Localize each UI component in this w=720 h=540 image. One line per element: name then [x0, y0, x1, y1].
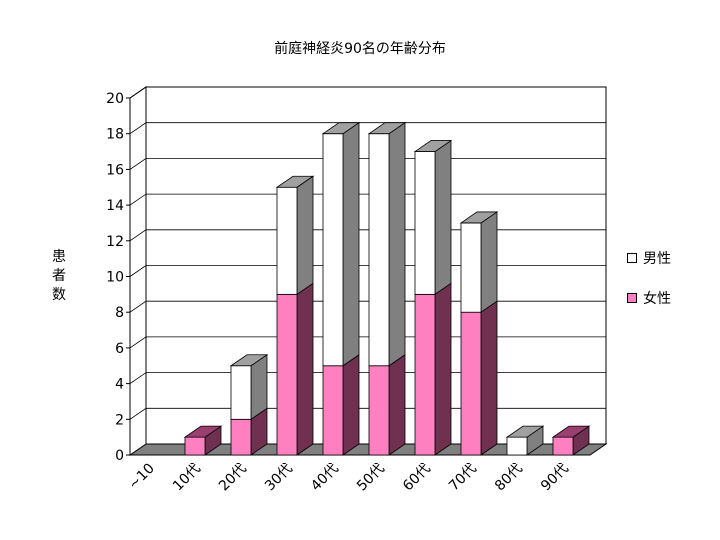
bar-30代-s1	[276, 186, 298, 295]
gridline	[129, 122, 606, 135]
bar-side-50代-s0	[388, 353, 406, 456]
bar-60代-s1	[414, 151, 436, 295]
bar-side-60代-s0	[434, 282, 452, 456]
bar-top-50代	[367, 122, 407, 135]
x-tick-label: 40代	[308, 461, 342, 495]
bar-side-60代-s1	[434, 139, 452, 296]
bar-top-60代	[413, 140, 453, 152]
bar-top-80代	[505, 425, 545, 438]
legend-item-female: 女性	[627, 288, 671, 308]
gridline	[129, 407, 606, 420]
x-tick-label: 50代	[354, 461, 388, 495]
bar-10代-s0	[184, 436, 206, 456]
bar-side-70代-s0	[480, 300, 498, 456]
legend-label-male: 男性	[643, 251, 671, 267]
gridline	[129, 193, 606, 206]
x-tick-label: 20代	[216, 461, 250, 495]
bar-side-40代-s0	[342, 353, 360, 456]
y-tick-label: 18	[106, 127, 124, 143]
gridline	[129, 372, 606, 384]
bar-top-90代	[551, 425, 591, 438]
legend: 男性 女性	[627, 248, 671, 328]
bar-80代-s1	[506, 436, 528, 456]
gridline	[129, 229, 606, 242]
bar-top-30代	[275, 175, 315, 188]
x-tick-label: 80代	[492, 461, 526, 495]
legend-label-female: 女性	[643, 291, 671, 307]
x-axis-ticks: ~10 10代 20代 30代 40代 50代 60代 70代 80代 90代	[126, 461, 572, 495]
bar-side-40代-s1	[342, 121, 360, 367]
bar-70代-s1	[460, 222, 482, 313]
legend-item-male: 男性	[627, 248, 671, 268]
bar-side-30代-s1	[296, 175, 314, 296]
bar-70代-s0	[460, 311, 482, 456]
x-tick-label: ~10	[126, 461, 158, 493]
y-axis-ticks: 0 2 4 6 8 10 12 14 16 18 20	[106, 91, 131, 464]
y-tick-label: 16	[106, 162, 124, 178]
legend-swatch-male	[627, 253, 637, 263]
gridline	[129, 157, 606, 170]
gridline	[129, 300, 606, 313]
bar-50代-s0	[368, 365, 390, 456]
chart-walls	[128, 86, 608, 456]
y-tick-label: 6	[115, 341, 124, 357]
y-tick-label: 20	[106, 91, 124, 107]
bar-side-70代-s1	[480, 211, 498, 313]
y-tick-label: 0	[115, 448, 124, 464]
gridline	[129, 336, 606, 349]
legend-swatch-female	[627, 293, 637, 303]
y-tick-label: 4	[115, 377, 124, 393]
bar-90代-s0	[552, 436, 574, 456]
bar-top-20代	[229, 354, 269, 367]
bar-side-50代-s1	[388, 121, 406, 367]
bar-20代-s1	[230, 365, 252, 420]
bar-60代-s0	[414, 293, 436, 456]
y-axis-label: 患者数	[52, 249, 66, 303]
gridline	[129, 86, 606, 99]
bar-50代-s1	[368, 133, 390, 367]
gridline	[129, 265, 606, 277]
x-tick-label: 70代	[446, 461, 480, 495]
bar-30代-s0	[276, 293, 298, 456]
y-tick-label: 14	[106, 198, 124, 214]
bar-top-40代	[321, 122, 361, 135]
x-tick-label: 60代	[400, 461, 434, 495]
bar-20代-s0	[230, 418, 252, 456]
bar-side-30代-s0	[296, 282, 314, 456]
y-tick-label: 10	[106, 270, 124, 286]
y-tick-label: 12	[106, 234, 124, 250]
y-tick-label: 2	[115, 412, 124, 428]
x-tick-label: 30代	[262, 461, 296, 495]
x-tick-label: 90代	[538, 461, 572, 495]
bar-40代-s0	[322, 365, 344, 456]
bars	[183, 121, 591, 456]
gridlines	[129, 86, 606, 420]
y-tick-label: 8	[115, 305, 124, 321]
x-tick-label: 10代	[170, 461, 204, 495]
bar-top-10代	[183, 425, 223, 438]
bar-40代-s1	[322, 133, 344, 367]
bar-top-70代	[459, 211, 499, 224]
chart-title: 前庭神経炎90名の年齢分布	[274, 41, 446, 57]
